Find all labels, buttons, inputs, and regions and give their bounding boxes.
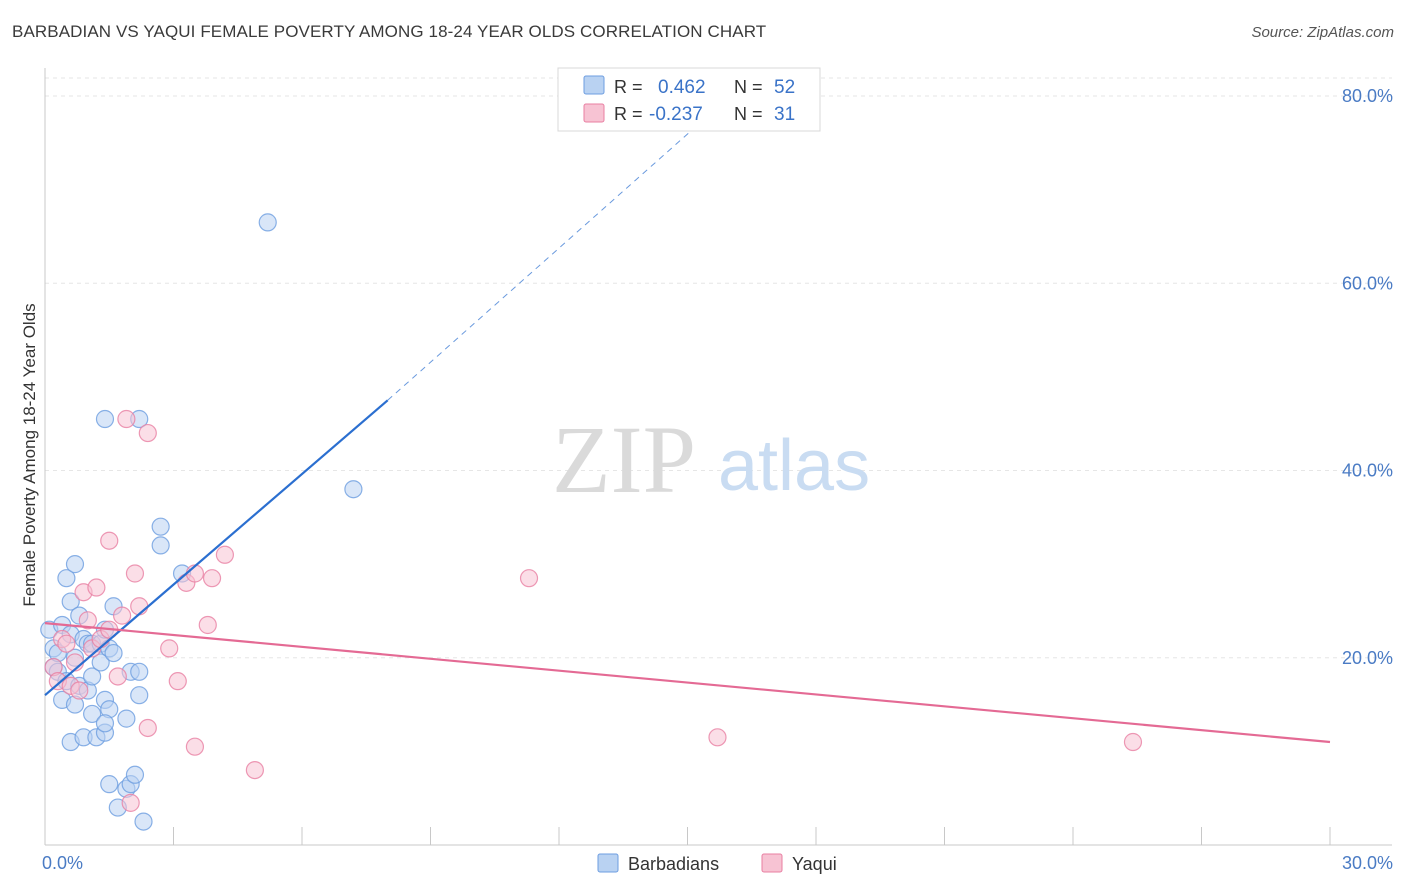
- legend: Barbadians Yaqui: [597, 853, 837, 874]
- y-tick-label-40: 40.0%: [1342, 461, 1393, 481]
- y-axis-label: Female Poverty Among 18-24 Year Olds: [20, 303, 39, 606]
- axes: 20.0% 40.0% 60.0% 80.0% 0.0% 30.0%: [42, 68, 1393, 873]
- point-yaqui-18: [130, 597, 149, 616]
- x-tick-label-min: 0.0%: [42, 853, 83, 873]
- legend-label-yaqui: Yaqui: [792, 854, 837, 874]
- point-barbadians-8: [57, 569, 76, 588]
- x-tick-label-max: 30.0%: [1342, 853, 1393, 873]
- stats-r-label-1: R =: [614, 77, 643, 97]
- legend-swatch-yaqui: [761, 853, 783, 873]
- trend-line-barbadians-extension: [387, 95, 731, 401]
- point-barbadians-49: [258, 213, 277, 232]
- point-barbadians-16: [65, 555, 85, 574]
- point-barbadians-31: [100, 775, 119, 794]
- point-barbadians-39: [125, 765, 145, 784]
- point-yaqui-29: [245, 760, 264, 780]
- y-tick-label-60: 60.0%: [1342, 273, 1393, 293]
- point-barbadians-42: [130, 686, 149, 705]
- point-barbadians-43: [134, 812, 153, 831]
- point-yaqui-27: [202, 569, 222, 588]
- point-yaqui-8: [78, 611, 97, 630]
- point-barbadians-34: [95, 714, 115, 733]
- point-barbadians-50: [344, 480, 363, 499]
- y-tick-label-80: 80.0%: [1342, 86, 1393, 106]
- point-barbadians-25: [91, 653, 110, 672]
- stats-r-label-2: R =: [614, 104, 643, 124]
- point-barbadians-44: [151, 517, 170, 536]
- point-yaqui-13: [100, 531, 119, 550]
- stats-n-value-2: 31: [774, 104, 795, 125]
- point-yaqui-33: [121, 793, 140, 812]
- point-barbadians-47: [95, 409, 115, 429]
- point-yaqui-26: [198, 615, 217, 635]
- source-credit: Source: ZipAtlas.com: [1251, 24, 1394, 41]
- point-yaqui-3: [57, 634, 76, 653]
- stats-n-label-1: N =: [734, 77, 763, 97]
- point-yaqui-16: [117, 409, 136, 429]
- point-yaqui-22: [168, 672, 187, 691]
- stats-swatch-pink: [583, 103, 605, 123]
- point-yaqui-21: [160, 639, 179, 658]
- point-yaqui-6: [70, 681, 89, 700]
- point-yaqui-17: [125, 564, 145, 583]
- y-tick-label-20: 20.0%: [1342, 648, 1393, 668]
- trend-line-barbadians: [44, 399, 389, 697]
- point-barbadians-51: [117, 709, 136, 728]
- legend-swatch-barbadians: [597, 853, 619, 873]
- point-yaqui-19: [138, 423, 157, 443]
- stats-swatch-blue: [583, 75, 605, 95]
- point-yaqui-31: [708, 728, 727, 747]
- point-barbadians-9: [61, 592, 80, 611]
- point-yaqui-14: [108, 667, 127, 686]
- legend-label-barbadians: Barbadians: [628, 854, 719, 874]
- point-yaqui-30: [519, 569, 539, 588]
- stats-box: R = 0.462 N = 52 R = -0.237 N = 31: [557, 67, 821, 132]
- gridlines: [45, 77, 1392, 659]
- point-barbadians-32: [104, 643, 123, 663]
- point-barbadians-21: [83, 667, 102, 686]
- stats-r-value-2: -0.237: [649, 104, 703, 125]
- data-points: [40, 213, 1143, 831]
- watermark-zip: ZIP: [552, 406, 696, 513]
- trend-lines: [44, 95, 1331, 744]
- point-yaqui-32: [1123, 732, 1143, 752]
- watermark-atlas: atlas: [718, 426, 870, 506]
- point-barbadians-22: [83, 704, 102, 724]
- trend-line-yaqui: [44, 622, 1331, 744]
- stats-r-value-1: 0.462: [658, 77, 706, 98]
- watermark: ZIP atlas: [552, 406, 870, 513]
- point-yaqui-28: [215, 545, 234, 564]
- point-barbadians-45: [151, 536, 170, 555]
- stats-n-value-1: 52: [774, 77, 795, 98]
- chart-title: BARBADIAN VS YAQUI FEMALE POVERTY AMONG …: [12, 22, 767, 41]
- point-barbadians-41: [130, 662, 149, 681]
- point-yaqui-20: [138, 718, 157, 738]
- point-yaqui-25: [185, 737, 205, 756]
- point-yaqui-15: [112, 606, 132, 625]
- point-yaqui-10: [87, 578, 106, 597]
- stats-n-label-2: N =: [734, 104, 763, 124]
